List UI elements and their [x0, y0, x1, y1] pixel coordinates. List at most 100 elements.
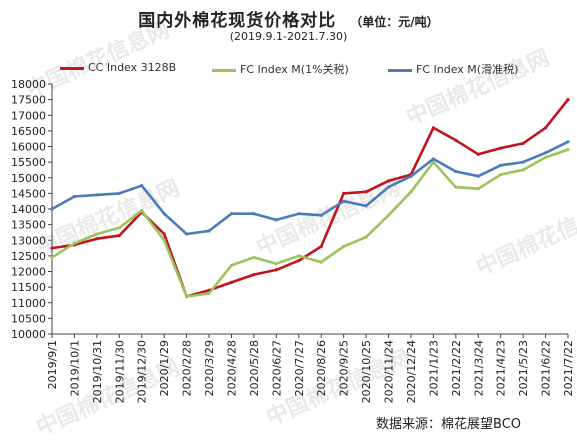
x-tick-label: 2020/3/29 [203, 340, 216, 396]
x-tick-label: 2019/9/1 [46, 340, 59, 389]
series-1-point [476, 187, 480, 191]
x-tick-label: 2020/4/28 [225, 340, 238, 396]
series-2-point [319, 213, 323, 217]
series-2-point [162, 212, 166, 216]
legend-swatch-cc-index [60, 66, 84, 70]
series-1-point [117, 226, 121, 230]
series-1-point [274, 262, 278, 266]
series-1-point [454, 185, 458, 189]
series-0-point [342, 191, 346, 195]
legend-swatch-fc-index-sliding [388, 68, 412, 72]
series-1-point [72, 241, 76, 245]
series-1-point [521, 168, 525, 172]
series-1-point [566, 148, 570, 152]
y-tick-label: 11500 [11, 281, 46, 294]
y-tick-label: 12000 [11, 266, 46, 279]
x-tick-label: 2021/2/22 [450, 340, 463, 396]
chart-title: 国内外棉花现货价格对比 （单位：元/吨） [0, 6, 577, 31]
x-tick-label: 2020/11/24 [383, 340, 396, 403]
chart-subtitle: (2019.9.1-2021.7.30) [229, 30, 348, 43]
y-tick-label: 10500 [11, 312, 46, 325]
x-tick-label: 2020/10/25 [360, 340, 373, 403]
series-line-1 [50, 148, 570, 298]
series-1-point [544, 155, 548, 159]
y-tick-label: 18000 [11, 78, 46, 91]
series-2-point [95, 193, 99, 197]
series-1-point [499, 173, 503, 177]
x-tick-label: 2020/9/25 [338, 340, 351, 396]
x-tick-label: 2019/10/1 [68, 340, 81, 396]
series-0-point [454, 138, 458, 142]
series-2-point [252, 212, 256, 216]
series-0-point [319, 244, 323, 249]
series-2-point [409, 174, 413, 178]
series-0-point [274, 268, 278, 272]
x-tick-label: 2020/6/27 [270, 340, 283, 396]
series-0-point [117, 234, 121, 238]
x-tick-label: 2021/3/24 [472, 340, 485, 396]
y-tick-label: 11000 [11, 297, 46, 310]
x-tick-label: 2020/8/26 [315, 340, 328, 396]
y-tick-label: 14500 [11, 187, 46, 200]
series-0-point [364, 190, 368, 194]
series-0-point [499, 146, 503, 150]
series-0-point [386, 179, 391, 183]
y-tick-label: 13500 [11, 219, 46, 232]
y-tick-label: 10000 [11, 328, 46, 341]
series-0-point [95, 237, 99, 241]
series-1-point [140, 209, 144, 213]
y-tick-label: 17500 [11, 94, 46, 107]
series-2-point [544, 151, 548, 155]
y-tick-label: 15500 [11, 156, 46, 169]
series-0-point [476, 152, 480, 156]
y-tick-label: 14000 [11, 203, 46, 216]
y-tick-label: 15000 [11, 172, 46, 185]
series-2-point [229, 212, 234, 216]
series-2-point [140, 184, 144, 188]
series-0-point [297, 259, 301, 263]
x-tick-label: 2020/1/29 [158, 340, 171, 396]
series-0-point [431, 126, 435, 130]
series-0-point [544, 126, 548, 130]
series-2-point [50, 207, 54, 211]
series-0-point [521, 141, 525, 145]
series-1-point [162, 238, 166, 242]
series-2-point [185, 232, 189, 236]
legend-item-fc-index-sliding: FC Index M(滑准税) [388, 61, 518, 77]
x-tick-label: 2020/12/24 [405, 340, 418, 403]
series-2-point [207, 229, 211, 233]
x-tick-label: 2021/7/22 [562, 340, 575, 396]
data-source: 数据来源：棉花展望BCO [376, 417, 521, 432]
series-2-point [274, 218, 278, 222]
series-0-point [50, 246, 54, 250]
x-tick-label: 2021/1/23 [427, 340, 440, 396]
series-1-point [185, 294, 189, 299]
x-tick-label: 2020/7/27 [293, 340, 306, 396]
x-tick-label: 2021/6/22 [540, 340, 553, 396]
series-1-point [342, 244, 346, 249]
series-2-point [521, 160, 525, 164]
series-2-point [364, 204, 368, 208]
series-1-point [95, 232, 99, 236]
series-1-point [252, 255, 256, 259]
y-tick-label: 12500 [11, 250, 46, 263]
x-tick-label: 2019/10/31 [91, 340, 104, 403]
legend-item-cc-index: CC Index 3128B [60, 61, 176, 74]
x-tick-label: 2019/11/30 [113, 340, 126, 403]
series-0-point [566, 98, 570, 102]
legend-label-fc-index-tariff: FC Index M(1%关税) [240, 63, 349, 76]
series-2-point [297, 212, 301, 216]
x-tick-label: 2019/12/30 [136, 340, 149, 403]
series-1-point [364, 235, 368, 239]
series-2-point [454, 169, 458, 174]
legend-label-cc-index: CC Index 3128B [88, 61, 177, 74]
series-1-point [409, 190, 413, 194]
series-1-point [50, 255, 54, 259]
y-tick-label: 16000 [11, 141, 46, 154]
series-0-point [229, 280, 234, 284]
y-tick-label: 16500 [11, 125, 46, 138]
x-tick-label: 2021/4/23 [495, 340, 508, 396]
series-2-point [342, 199, 346, 203]
legend-item-fc-index-tariff: FC Index M(1%关税) [212, 61, 349, 77]
series-line-2 [50, 140, 570, 236]
